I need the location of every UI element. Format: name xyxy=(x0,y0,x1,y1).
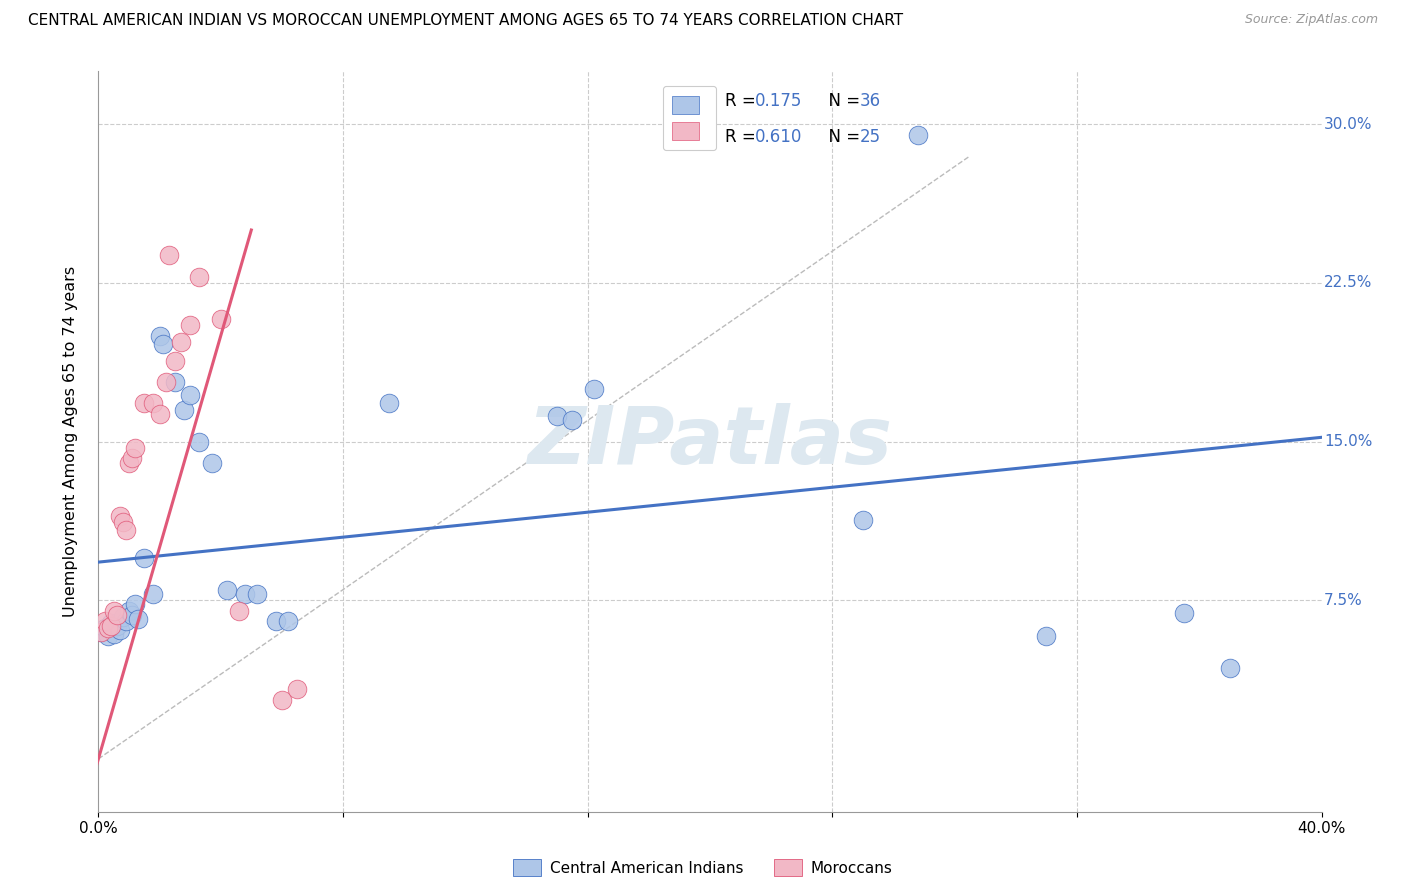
Point xyxy=(270,692,292,706)
Point xyxy=(149,328,172,343)
Point xyxy=(246,587,269,601)
Point xyxy=(103,604,125,618)
Point xyxy=(108,508,131,523)
Point xyxy=(561,413,583,427)
Text: 36: 36 xyxy=(859,92,880,110)
Point xyxy=(124,598,146,612)
Point xyxy=(134,550,156,565)
Point xyxy=(115,615,138,629)
Point xyxy=(115,524,138,538)
Text: R =: R = xyxy=(724,92,761,110)
Point xyxy=(852,513,875,527)
Point xyxy=(100,618,122,632)
Point xyxy=(546,409,568,424)
Legend: , : , xyxy=(662,87,716,150)
Legend: Central American Indians, Moroccans: Central American Indians, Moroccans xyxy=(508,853,898,882)
Point xyxy=(378,396,401,410)
Point xyxy=(118,456,141,470)
Point xyxy=(155,376,177,390)
Text: 30.0%: 30.0% xyxy=(1324,117,1372,132)
Text: R =: R = xyxy=(724,128,761,145)
Point xyxy=(142,587,165,601)
Point xyxy=(90,624,112,639)
Text: 15.0%: 15.0% xyxy=(1324,434,1372,449)
Text: CENTRAL AMERICAN INDIAN VS MOROCCAN UNEMPLOYMENT AMONG AGES 65 TO 74 YEARS CORRE: CENTRAL AMERICAN INDIAN VS MOROCCAN UNEM… xyxy=(28,13,903,29)
Text: Source: ZipAtlas.com: Source: ZipAtlas.com xyxy=(1244,13,1378,27)
Point xyxy=(93,615,115,629)
Point xyxy=(142,396,165,410)
Point xyxy=(149,407,172,421)
Text: 22.5%: 22.5% xyxy=(1324,276,1372,291)
Point xyxy=(93,621,115,635)
Point xyxy=(173,402,195,417)
Point xyxy=(200,456,222,470)
Point xyxy=(188,434,211,449)
Text: 25: 25 xyxy=(859,128,880,145)
Point xyxy=(163,376,186,390)
Point xyxy=(179,318,201,333)
Point xyxy=(215,582,238,597)
Point xyxy=(90,624,112,639)
Point xyxy=(127,612,149,626)
Point xyxy=(111,610,134,624)
Text: N =: N = xyxy=(818,92,865,110)
Point xyxy=(157,248,180,262)
Point xyxy=(170,335,193,350)
Point xyxy=(179,388,201,402)
Point xyxy=(907,128,929,142)
Point xyxy=(108,623,131,637)
Point xyxy=(103,627,125,641)
Point xyxy=(100,616,122,631)
Point xyxy=(121,607,143,622)
Point xyxy=(118,604,141,618)
Point xyxy=(105,618,128,632)
Point xyxy=(1219,661,1241,675)
Point xyxy=(1173,606,1195,620)
Point xyxy=(124,441,146,455)
Point xyxy=(105,607,128,622)
Point xyxy=(97,621,120,635)
Point xyxy=(97,629,120,643)
Point xyxy=(111,515,134,529)
Text: ZIPatlas: ZIPatlas xyxy=(527,402,893,481)
Point xyxy=(121,451,143,466)
Point xyxy=(228,604,250,618)
Point xyxy=(582,382,605,396)
Text: 0.175: 0.175 xyxy=(755,92,803,110)
Point xyxy=(1035,629,1057,643)
Point xyxy=(163,354,186,368)
Point xyxy=(188,269,211,284)
Y-axis label: Unemployment Among Ages 65 to 74 years: Unemployment Among Ages 65 to 74 years xyxy=(63,266,77,617)
Point xyxy=(233,587,256,601)
Text: 0.610: 0.610 xyxy=(755,128,803,145)
Point xyxy=(134,396,156,410)
Text: N =: N = xyxy=(818,128,865,145)
Text: 7.5%: 7.5% xyxy=(1324,592,1362,607)
Point xyxy=(152,337,174,351)
Point xyxy=(264,615,287,629)
Point xyxy=(277,615,299,629)
Point xyxy=(209,311,232,326)
Point xyxy=(285,681,308,696)
